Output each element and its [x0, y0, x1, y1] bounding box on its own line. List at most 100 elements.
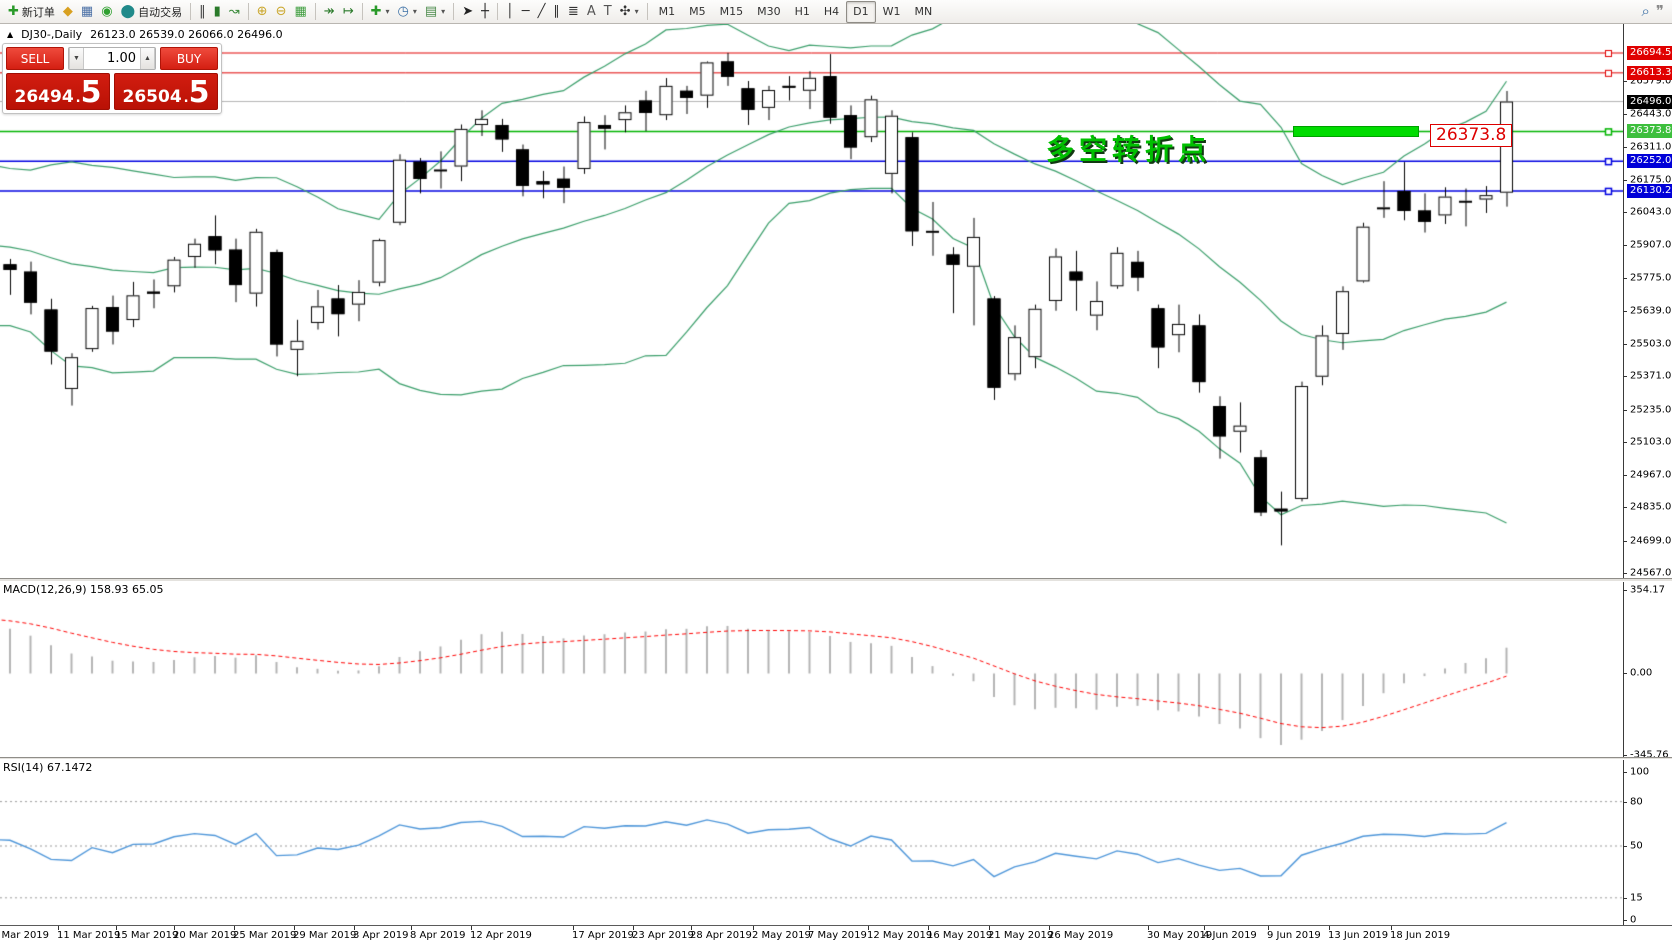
date-label: 21 May 2019 [988, 930, 1054, 941]
date-label: 26 May 2019 [1048, 930, 1114, 941]
candlestick-chart-button[interactable]: ▮ [210, 1, 225, 23]
arrows-button[interactable]: ✣ ▾ [616, 1, 643, 23]
rsi-scale-label: 100 [1630, 766, 1650, 778]
volume-input[interactable] [84, 48, 140, 69]
trendline-button[interactable]: ╱ [534, 1, 550, 23]
date-tick-mark [471, 926, 472, 930]
one-click-trading-panel: SELL ▼ ▲ BUY 26494 . 5 26504 . 5 [2, 43, 222, 114]
volume-increase-button[interactable]: ▲ [140, 48, 155, 69]
line-chart-button[interactable]: ↝ [225, 1, 244, 23]
bar-chart-button[interactable]: ‖ [195, 1, 210, 23]
rsi-tick-mark [1623, 846, 1627, 847]
price-tick-label: 26175.0 [1630, 174, 1672, 186]
date-label: 15 Mar 2019 [115, 930, 179, 941]
auto-scroll-button[interactable]: ↠ [320, 1, 339, 23]
market-watch-button[interactable]: ◆ [59, 1, 77, 23]
timeframe-button-mn[interactable]: MN [914, 5, 933, 18]
vertical-line-icon: │ [505, 4, 514, 19]
periods-button[interactable]: ◷ ▾ [394, 1, 421, 23]
timeframe-button-w1[interactable]: W1 [882, 5, 901, 18]
templates-button[interactable]: ▤ ▾ [421, 1, 449, 23]
price-tick-label: 24699.0 [1630, 535, 1672, 547]
price-tick-label: 25775.0 [1630, 272, 1672, 284]
equidistant-channel-button[interactable]: ∥ [549, 1, 564, 23]
timeframe-button-d1[interactable]: D1 [846, 0, 876, 23]
rsi-tick-mark [1623, 920, 1627, 921]
highlight-rectangle[interactable] [1293, 126, 1419, 137]
vertical-line-button[interactable]: │ [502, 1, 518, 23]
data-window-button[interactable]: ▦ [77, 1, 97, 23]
main-chart-canvas[interactable] [0, 24, 1623, 578]
trendline-icon: ╱ [537, 4, 546, 19]
chat-icon[interactable]: ❞ [1655, 2, 1664, 20]
signals-button[interactable]: ◉ [97, 1, 116, 23]
data-window-icon: ▦ [80, 4, 94, 19]
tile-windows-button[interactable]: ▦ [290, 1, 310, 23]
timeframe-button-m30[interactable]: M30 [757, 5, 781, 18]
chevron-down-icon[interactable]: ▾ [385, 7, 390, 16]
date-label: 20 Mar 2019 [173, 930, 237, 941]
turning-point-annotation[interactable]: 多空转折点 [1046, 133, 1212, 166]
crosshair-button[interactable]: ┼ [477, 1, 493, 23]
horizontal-line-icon: ─ [521, 4, 530, 19]
buy-price-big-digit: 5 [188, 75, 210, 110]
macd-label: MACD(12,26,9) 158.93 65.05 [3, 583, 164, 596]
rsi-panel-splitter[interactable] [0, 757, 1672, 760]
price-badge: 26613.3 [1627, 65, 1672, 80]
timeframe-button-h1[interactable]: H1 [794, 5, 810, 18]
timeframe-button-h4[interactable]: H4 [823, 5, 840, 18]
autotrading-button[interactable]: ⬤ 自动交易 [117, 1, 187, 23]
indicators-button[interactable]: ✚ ▾ [367, 1, 394, 23]
new-order-button[interactable]: ✚ 新订单 [4, 1, 59, 23]
macd-panel-splitter[interactable] [0, 578, 1672, 582]
date-tick-mark [234, 926, 235, 930]
rsi-tick-mark [1623, 801, 1627, 803]
cursor-icon: ➤ [462, 4, 474, 19]
chart-shift-button[interactable]: ↦ [339, 1, 358, 23]
price-tick-label: 24567.0 [1630, 567, 1672, 579]
timeframe-button-m15[interactable]: M15 [719, 5, 744, 18]
chevron-down-icon[interactable]: ▾ [634, 7, 639, 16]
toolbar-right-icons: ⌕ ❞ [1642, 4, 1668, 19]
zoom-out-icon: ⊖ [275, 4, 287, 19]
fibonacci-button[interactable]: ≣ [564, 1, 583, 23]
date-label: 4 Jun 2019 [1203, 930, 1257, 941]
zoom-in-icon: ⊕ [256, 4, 268, 19]
autotrading-button-label: 自动交易 [138, 5, 183, 19]
price-callout-label[interactable]: 26373.8 [1430, 124, 1513, 147]
text-button[interactable]: A [583, 1, 600, 23]
date-tick-mark [354, 926, 355, 930]
buy-price-main: 26504 [122, 87, 182, 107]
date-label: 2 May 2019 [752, 930, 811, 941]
buy-button[interactable]: BUY [160, 47, 218, 70]
volume-decrease-button[interactable]: ▼ [69, 48, 84, 69]
price-tick-label: 24967.0 [1630, 469, 1672, 481]
sell-price-display[interactable]: 26494 . 5 [6, 73, 110, 110]
price-tick-label: 25235.0 [1630, 404, 1672, 416]
cursor-button[interactable]: ➤ [458, 1, 477, 23]
macd-indicator-canvas[interactable] [0, 582, 1623, 757]
horizontal-line-button[interactable]: ─ [518, 1, 534, 23]
price-tick-mark [1623, 507, 1627, 509]
sell-button[interactable]: SELL [6, 47, 64, 70]
buy-price-display[interactable]: 26504 . 5 [114, 73, 218, 110]
price-badge: 26373.8 [1627, 124, 1672, 139]
macd-scale-label: 0.00 [1630, 667, 1653, 679]
chart-symbol-period: DJ30-,Daily [21, 28, 83, 41]
chevron-down-icon[interactable]: ▾ [441, 7, 446, 16]
price-tick-mark [1623, 409, 1627, 411]
timeframe-button-m1[interactable]: M1 [658, 5, 676, 18]
timeframe-button-m5[interactable]: M5 [689, 5, 706, 18]
auto-scroll-icon: ↠ [323, 4, 335, 19]
price-tick-mark [1623, 114, 1627, 116]
collapse-panel-icon[interactable]: ▲ [7, 30, 14, 39]
chevron-down-icon[interactable]: ▾ [412, 7, 417, 16]
zoom-out-button[interactable]: ⊖ [272, 1, 291, 23]
date-tick-mark [1148, 926, 1149, 930]
zoom-in-button[interactable]: ⊕ [253, 1, 272, 23]
text-label-button[interactable]: T [600, 1, 616, 23]
search-icon[interactable]: ⌕ [1641, 2, 1650, 20]
sell-price-dot: . [75, 91, 81, 106]
rsi-indicator-canvas[interactable] [0, 760, 1623, 925]
date-label: 12 Apr 2019 [470, 930, 532, 941]
